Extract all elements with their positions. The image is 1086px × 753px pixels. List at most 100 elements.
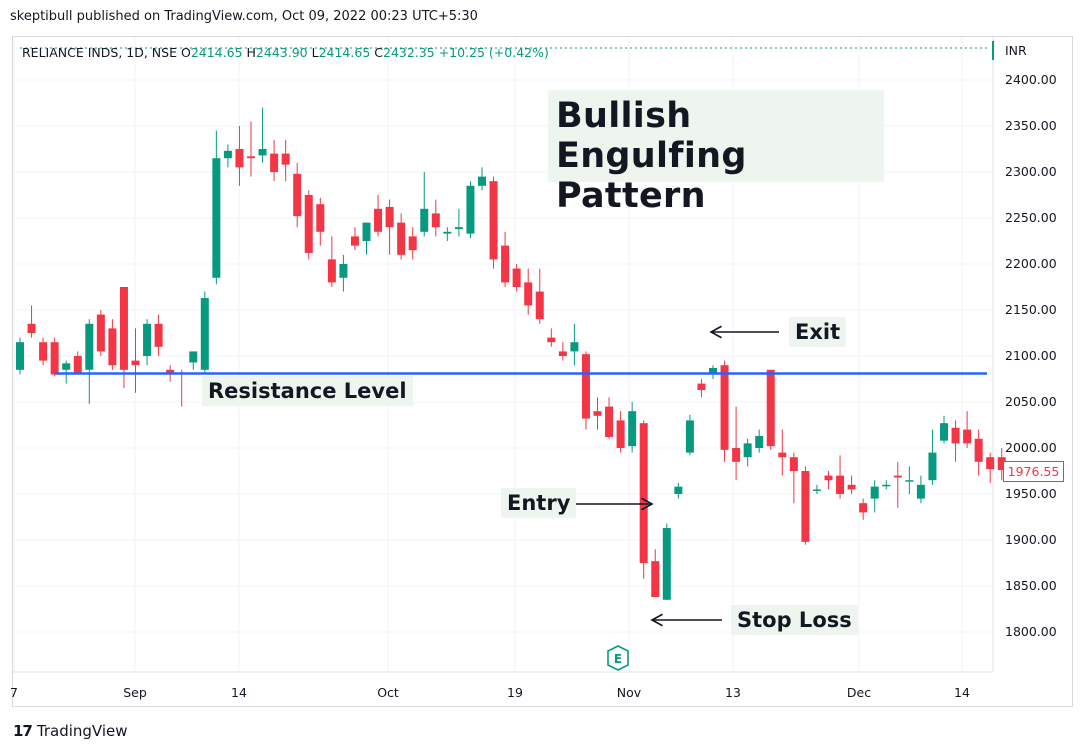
price-tick-label: 2250.00 [1005, 210, 1057, 225]
candle-body-down [431, 213, 440, 228]
candle-body-down [397, 222, 406, 255]
candle-body-down [558, 351, 567, 356]
candle-body-down [327, 259, 336, 283]
time-tick-label: 19 [507, 685, 523, 700]
candle-body-down [859, 503, 868, 513]
candle-body-up [870, 486, 879, 499]
tradingview-brand[interactable]: 17 TradingView [13, 722, 128, 740]
candle-body-up [62, 363, 71, 370]
close-label: C [374, 45, 383, 60]
time-tick-label: Nov [617, 685, 642, 700]
candle-body-down [547, 337, 556, 343]
low-value: 2414.65 [318, 45, 371, 60]
candle-body-down [524, 282, 533, 306]
candle-body-up [85, 323, 94, 370]
time-tick-label: Oct [377, 685, 399, 700]
svg-text:E: E [614, 652, 622, 666]
exit-label: Exit [789, 317, 847, 347]
candle-body-down [836, 475, 845, 494]
price-tick-label: 1850.00 [1005, 578, 1057, 593]
candle-body-up [339, 264, 348, 278]
price-tick-label: 1950.00 [1005, 486, 1057, 501]
candle-body-up [420, 208, 429, 232]
candle-body-up [223, 150, 232, 159]
symbol-label: RELIANCE INDS, 1D, NSE [22, 45, 177, 60]
candle-body-up [709, 367, 717, 375]
candle-body-down [350, 236, 359, 246]
candle-body-down [951, 427, 960, 444]
candle-body-up [685, 420, 694, 453]
candle-body-down [639, 423, 648, 563]
candle-body-up [905, 480, 914, 482]
candle-body-up [755, 436, 764, 448]
candle-body-up [362, 222, 371, 241]
price-tick-label: 2050.00 [1005, 394, 1057, 409]
candle-body-up [812, 489, 821, 491]
entry-arrow-head [641, 497, 654, 511]
candle-body-down [593, 411, 602, 416]
time-tick-label: 14 [231, 685, 247, 700]
last-price-badge: 1976.55 [1003, 461, 1064, 482]
candle-body-down [385, 206, 394, 228]
earnings-event-icon[interactable]: E [607, 645, 629, 671]
low-label: L [311, 45, 319, 60]
candle-body-down [847, 484, 856, 490]
price-tick-label: 2150.00 [1005, 302, 1057, 317]
time-tick-label: Sep [123, 685, 147, 700]
candle-body-down [963, 429, 972, 444]
candle-body-down [247, 156, 255, 159]
candle-body-down [512, 268, 521, 287]
candle-body-down [605, 406, 614, 437]
candle-body-down [316, 204, 325, 232]
candle-body-up [200, 298, 209, 370]
candle-body-up [212, 158, 221, 278]
price-tick-label: 2000.00 [1005, 440, 1057, 455]
candle-body-up [454, 227, 463, 230]
candle-body-down [293, 173, 302, 217]
price-axis-ticks: 2400.00 2350.00 2300.00 2250.00 2200.00 2150.… [1005, 72, 1057, 639]
candle-body-down [73, 356, 82, 373]
entry-label: Entry [501, 488, 577, 518]
candle-body-up [16, 342, 24, 370]
candle-body-up [916, 484, 925, 499]
candle-body-down [408, 236, 417, 251]
candle-body-down [974, 438, 983, 462]
stop-loss-label: Stop Loss [731, 605, 858, 635]
candle-body-down [997, 457, 1006, 471]
price-tick-label: 2300.00 [1005, 164, 1057, 179]
overlay-lines [55, 325, 987, 627]
open-value: 2414.65 [190, 45, 243, 60]
candle-body-down [616, 420, 625, 448]
candle-body-down [651, 561, 660, 598]
publisher-line: skeptibull published on TradingView.com,… [10, 9, 478, 24]
ohlc-legend: RELIANCE INDS, 1D, NSE O2414.65 H2443.90… [22, 45, 549, 60]
candle-body-down [778, 452, 787, 458]
candle-body-down [581, 354, 590, 419]
candle-body-down [27, 323, 36, 333]
candle-body-down [235, 149, 244, 168]
candles [16, 107, 1006, 600]
price-tick-label: 1800.00 [1005, 624, 1057, 639]
candle-body-down [766, 369, 775, 447]
candle-body-up [674, 486, 683, 494]
candle-body-down [374, 208, 383, 232]
resistance-label: Resistance Level [202, 376, 413, 406]
close-value: 2432.35 [383, 45, 435, 60]
candle-body-down [986, 457, 995, 470]
time-tick-label: 13 [725, 685, 741, 700]
change-value: +10.25 (+0.42%) [438, 45, 549, 60]
candle-body-down [824, 475, 833, 481]
price-tick-label: 2350.00 [1005, 118, 1057, 133]
candle-body-down [535, 291, 544, 320]
candle-body-down [732, 448, 741, 462]
candle-body-up [189, 351, 198, 363]
pattern-title: Bullish Engulfing Pattern [548, 90, 884, 216]
candle-body-down [154, 323, 163, 347]
pattern-title-line1: Bullish Engulfing [556, 96, 747, 176]
open-label: O [180, 45, 191, 60]
candle-body-up [940, 423, 948, 441]
candle-body-up [628, 411, 637, 447]
candle-body-down [96, 314, 105, 352]
candle-body-down [501, 245, 510, 283]
